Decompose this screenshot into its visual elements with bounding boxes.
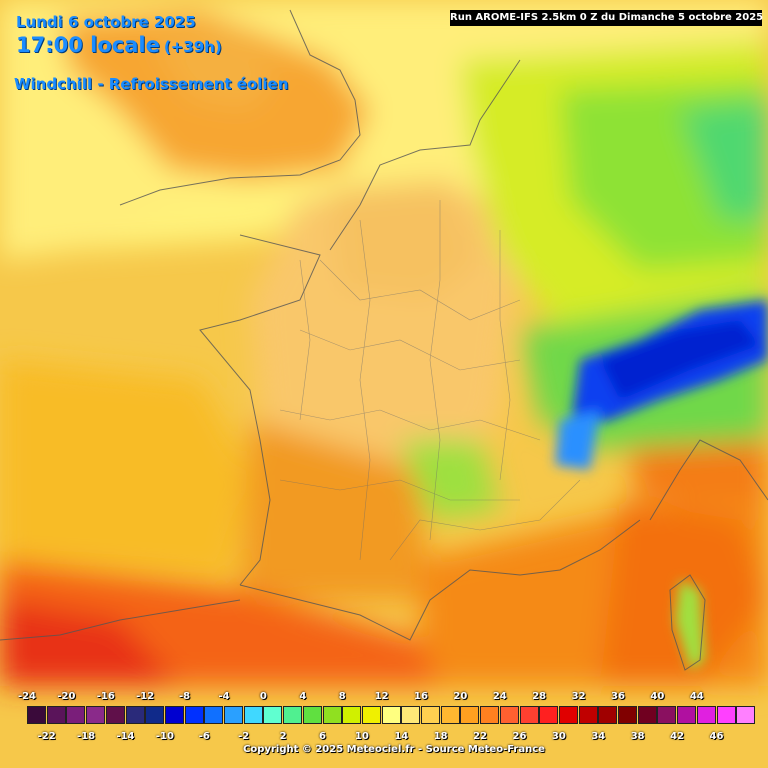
legend-label-top: 36: [611, 691, 625, 702]
copyright: Copyright © 2025 Meteociel.fr - Source M…: [243, 744, 545, 755]
legend-swatch: [460, 706, 480, 724]
legend-label-bottom: -14: [116, 731, 135, 742]
legend-label-top: -20: [57, 691, 76, 702]
legend-label-top: 12: [374, 691, 389, 702]
forecast-time-label: 17:00 locale: [16, 33, 160, 57]
legend-label-bottom: 6: [319, 731, 326, 742]
legend-swatch: [66, 706, 86, 724]
legend-label-bottom: 34: [591, 731, 606, 742]
legend-swatch: [302, 706, 322, 724]
legend-label-bottom: 18: [433, 731, 448, 742]
legend-swatch: [184, 706, 204, 724]
legend-swatch: [322, 706, 342, 724]
legend-swatch: [618, 706, 637, 724]
legend-swatch: [558, 706, 578, 724]
legend-swatch: [381, 706, 401, 724]
legend-label-top: -8: [179, 691, 191, 702]
legend-swatch: [499, 706, 519, 724]
legend-label-bottom: -22: [37, 731, 56, 742]
legend-label-bottom: -18: [77, 731, 96, 742]
legend-label-top: 28: [532, 691, 547, 702]
legend-swatch: [164, 706, 184, 724]
legend-swatch: [263, 706, 283, 724]
legend-swatch: [86, 706, 106, 724]
legend-label-bottom: -10: [155, 731, 174, 742]
legend-swatch: [637, 706, 657, 724]
legend-swatch: [657, 706, 677, 724]
legend-swatch: [736, 706, 756, 724]
legend-swatch: [342, 706, 362, 724]
legend-swatch: [421, 706, 440, 724]
legend-label-top: 44: [689, 691, 704, 702]
legend-swatch: [46, 706, 66, 724]
forecast-date: Lundi 6 octobre 2025: [16, 13, 196, 31]
legend-swatch: [105, 706, 125, 724]
forecast-time: 17:00 locale (+39h): [16, 33, 222, 57]
legend-label-top: 4: [299, 691, 307, 702]
legend-label-top: 0: [259, 691, 267, 702]
legend-swatch: [401, 706, 421, 724]
color-legend: -24 -20 -16 -12 -8 -4 0 4 8 12 16 20 24 28 32 36 40 44 -22…: [0, 686, 768, 768]
legend-label-bottom: -2: [238, 731, 250, 742]
legend-label-top: 8: [338, 691, 346, 702]
run-banner: Run AROME-IFS 2.5km 0 Z du Dimanche 5 oc…: [450, 10, 763, 26]
legend-swatch: [224, 706, 243, 724]
legend-label-top: 20: [453, 691, 468, 702]
legend-label-bottom: 42: [670, 731, 685, 742]
legend-swatch: [480, 706, 500, 724]
legend-label-top: 24: [492, 691, 507, 702]
legend-label-top: -12: [136, 691, 155, 702]
legend-label-top: -4: [218, 691, 230, 702]
legend-label-bottom: 22: [473, 731, 488, 742]
legend-swatch: [677, 706, 697, 724]
legend-label-top: 40: [650, 691, 665, 702]
legend-label-bottom: 38: [630, 731, 645, 742]
legend-swatch: [578, 706, 598, 724]
legend-swatch: [598, 706, 618, 724]
legend-label-top: -24: [17, 691, 37, 702]
legend-swatch: [696, 706, 716, 724]
legend-swatch: [519, 706, 539, 724]
forecast-offset: (+39h): [163, 38, 222, 56]
legend-swatch: [361, 706, 381, 724]
legend-label-bottom: -6: [198, 731, 210, 742]
legend-label-bottom: 2: [279, 731, 287, 742]
legend-label-top: 16: [414, 691, 428, 702]
legend-label-bottom: 14: [394, 731, 409, 742]
legend-swatch: [204, 706, 224, 724]
parameter-title: Windchill - Refroissement éolien: [14, 75, 289, 93]
legend-swatch: [539, 706, 559, 724]
legend-swatch: [243, 706, 263, 724]
legend-swatch: [716, 706, 736, 724]
legend-swatch: [125, 706, 145, 724]
legend-label-bottom: 26: [512, 731, 527, 742]
legend-label-bottom: 10: [354, 731, 369, 742]
legend-swatch: [440, 706, 460, 724]
legend-label-bottom: 46: [709, 731, 724, 742]
legend-swatch: [145, 706, 165, 724]
legend-label-top: 32: [571, 691, 586, 702]
legend-swatch: [27, 706, 46, 724]
legend-label-top: -16: [96, 691, 115, 702]
legend-swatch: [283, 706, 303, 724]
legend-label-bottom: 30: [551, 731, 566, 742]
